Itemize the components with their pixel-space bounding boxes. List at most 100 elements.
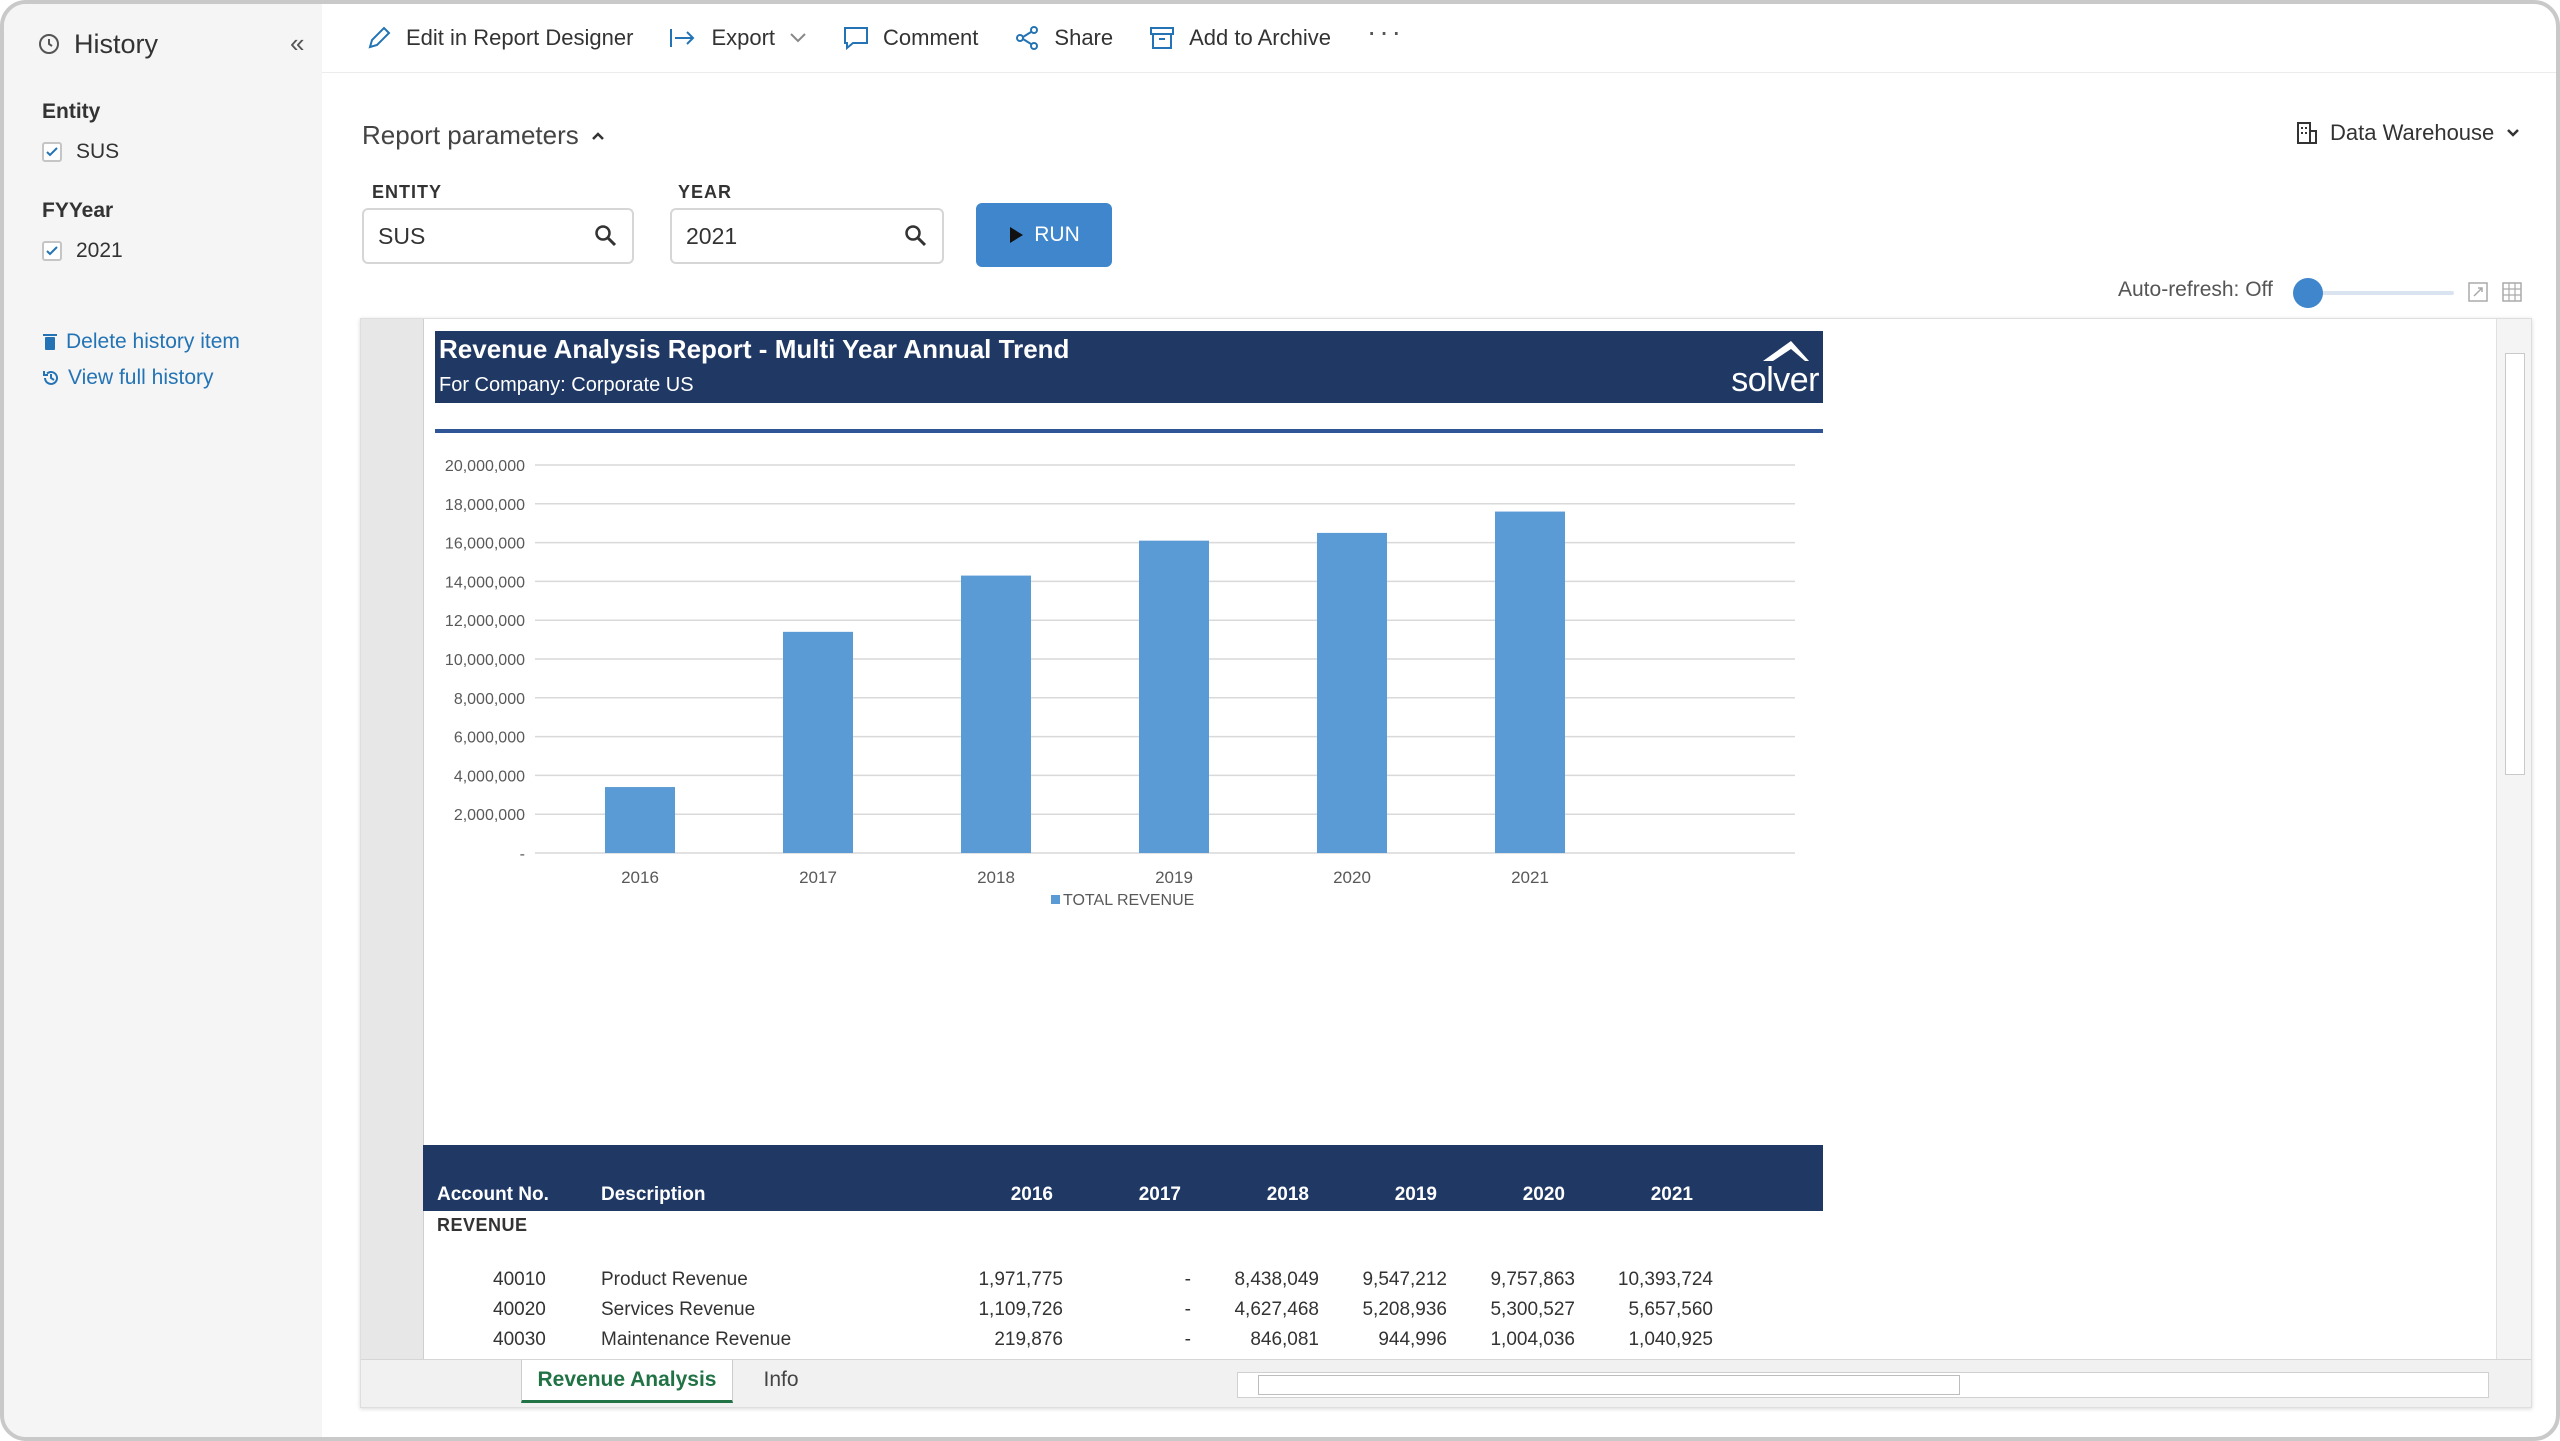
comment-icon (844, 27, 869, 50)
auto-refresh-track[interactable] (2304, 291, 2454, 295)
export-button[interactable]: Export (669, 25, 807, 51)
y-tick-label: 16,000,000 (445, 536, 525, 553)
report-parameters-toggle[interactable]: Report parameters (362, 120, 605, 151)
tab-info[interactable]: Info (763, 1368, 799, 1391)
share-button[interactable]: Share (1014, 25, 1113, 51)
value-2020: 1,004,036 (1490, 1329, 1575, 1350)
auto-refresh-toggle[interactable] (2293, 278, 2323, 308)
year-input[interactable]: 2021 (670, 208, 944, 264)
tab-revenue-analysis[interactable]: Revenue Analysis (521, 1360, 733, 1403)
run-button[interactable]: RUN (976, 203, 1112, 267)
value-2017: - (1184, 1269, 1191, 1290)
entity-group-label: Entity (42, 100, 101, 123)
add-to-archive-button[interactable]: Add to Archive (1149, 25, 1331, 51)
export-icon (670, 29, 695, 47)
report-parameters-title: Report parameters (362, 120, 579, 150)
checkbox-icon[interactable] (42, 241, 62, 261)
y-tick-label: 14,000,000 (445, 574, 525, 591)
view-full-history-label: View full history (68, 366, 214, 389)
x-tick-label: 2016 (621, 868, 659, 887)
col-2017: 2017 (1138, 1184, 1181, 1205)
comment-label: Comment (883, 25, 979, 50)
bar-2017 (783, 631, 853, 853)
edit-report-designer-button[interactable]: Edit in Report Designer (366, 25, 633, 51)
table-row: 40010 Product Revenue 1,971,775 - 8,438,… (423, 1269, 1823, 1299)
trash-icon (43, 334, 57, 350)
y-tick-label: 8,000,000 (454, 691, 525, 708)
value-2016: 1,109,726 (978, 1299, 1063, 1320)
col-2016: 2016 (1010, 1184, 1053, 1205)
bar-2020 (1317, 532, 1387, 853)
entity-filter-value: SUS (76, 140, 120, 163)
value-2016: 219,876 (994, 1329, 1063, 1350)
chevron-down-icon (2507, 129, 2520, 137)
share-label: Share (1054, 25, 1114, 50)
share-icon (1016, 26, 1039, 50)
account-no: 40010 (493, 1269, 546, 1290)
col-2018: 2018 (1266, 1184, 1309, 1205)
legend-label: TOTAL REVENUE (1063, 892, 1194, 909)
comment-button[interactable]: Comment (843, 25, 978, 51)
x-tick-label: 2020 (1333, 868, 1371, 887)
legend-swatch (1051, 895, 1060, 904)
data-source-label: Data Warehouse (2330, 120, 2495, 145)
year-param-label: YEAR (678, 182, 733, 202)
col-account-no: Account No. (437, 1184, 549, 1205)
revenue-section-label: REVENUE (437, 1215, 528, 1235)
play-icon (1010, 227, 1024, 243)
horizontal-scrollbar[interactable] (1237, 1372, 2489, 1398)
fyyear-filter-item[interactable]: 2021 (42, 239, 123, 263)
value-2019: 944,996 (1378, 1329, 1447, 1350)
clock-icon (39, 34, 59, 54)
sheet-tab-bar: Revenue Analysis Info (361, 1359, 2531, 1407)
history-icon (43, 370, 58, 385)
x-tick-label: 2021 (1511, 868, 1549, 887)
auto-refresh-label: Auto-refresh: Off (2118, 278, 2273, 301)
more-options-icon[interactable]: ··· (1367, 16, 1404, 47)
y-tick-label: - (520, 846, 525, 863)
view-full-history-link[interactable]: View full history (42, 366, 214, 390)
expand-icon[interactable] (2466, 280, 2490, 304)
entity-filter-item[interactable]: SUS (42, 140, 119, 164)
y-tick-label: 20,000,000 (445, 458, 525, 475)
solver-logo-mark (1763, 341, 1809, 361)
table-row: 40020 Services Revenue 1,109,726 - 4,627… (423, 1299, 1823, 1329)
value-2017: - (1184, 1299, 1191, 1320)
year-input-value: 2021 (686, 222, 738, 249)
value-2019: 5,208,936 (1362, 1299, 1447, 1320)
search-icon[interactable] (594, 224, 618, 248)
banner-rule (435, 429, 1823, 433)
collapse-sidebar-icon[interactable]: « (290, 28, 305, 58)
history-sidebar: History « Entity SUS FYYear 2021 Delete … (4, 4, 322, 1437)
horizontal-scroll-thumb[interactable] (1258, 1375, 1960, 1395)
value-2021: 1,040,925 (1628, 1329, 1713, 1350)
fyyear-group-label: FYYear (42, 199, 114, 222)
description: Product Revenue (601, 1269, 748, 1290)
entity-param-label: ENTITY (372, 182, 443, 202)
history-header: History (38, 24, 158, 64)
building-icon (2297, 122, 2317, 144)
search-icon[interactable] (904, 224, 928, 248)
vertical-scroll-thumb[interactable] (2505, 353, 2525, 775)
description: Maintenance Revenue (601, 1329, 792, 1350)
col-description: Description (601, 1184, 706, 1205)
delete-history-label: Delete history item (66, 330, 240, 353)
solver-logo: solver (1731, 361, 1819, 399)
col-2020: 2020 (1522, 1184, 1565, 1205)
value-2020: 9,757,863 (1490, 1269, 1575, 1290)
table-header: Account No. Description 2016 2017 2018 2… (423, 1145, 1823, 1211)
grid-icon[interactable] (2500, 280, 2524, 304)
value-2016: 1,971,775 (978, 1269, 1063, 1290)
checkbox-icon[interactable] (42, 142, 62, 162)
y-tick-label: 2,000,000 (454, 807, 525, 824)
delete-history-link[interactable]: Delete history item (42, 330, 240, 354)
y-tick-label: 4,000,000 (454, 768, 525, 785)
data-source-selector[interactable]: Data Warehouse (2296, 120, 2520, 146)
entity-input-value: SUS (378, 222, 426, 249)
entity-input[interactable]: SUS (362, 208, 634, 264)
value-2017: - (1184, 1329, 1191, 1350)
vertical-scrollbar[interactable] (2496, 319, 2531, 1359)
chevron-down-icon (790, 33, 806, 43)
value-2018: 8,438,049 (1234, 1269, 1319, 1290)
